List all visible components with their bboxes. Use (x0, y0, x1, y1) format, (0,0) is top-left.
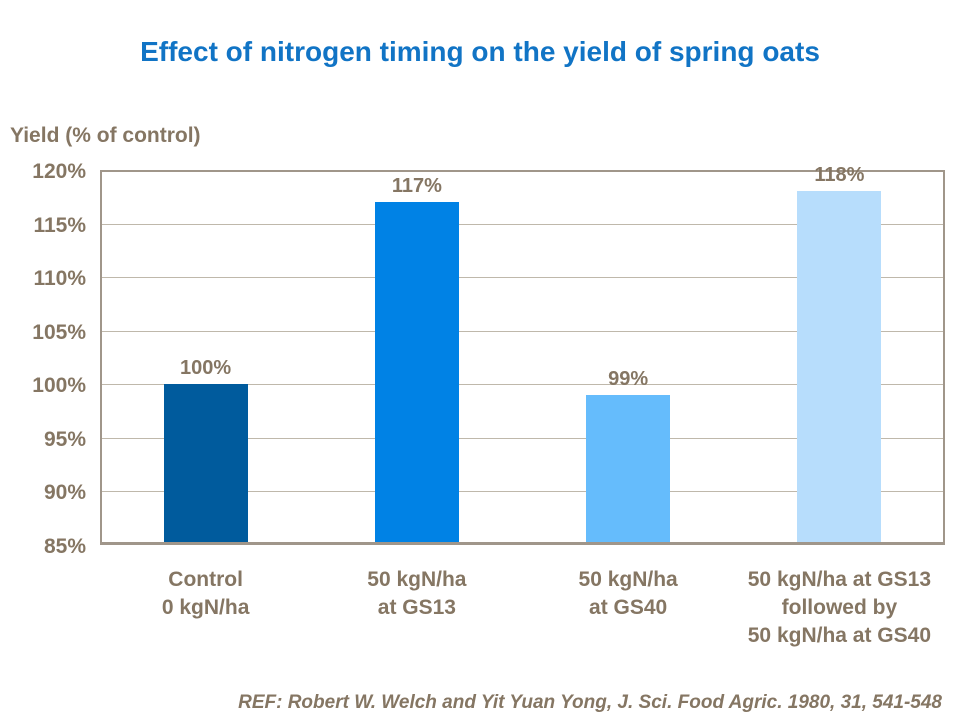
gridline (102, 223, 943, 225)
x-category-label: Control 0 kgN/ha (161, 568, 250, 619)
gridline (102, 491, 943, 493)
gridline (102, 330, 943, 332)
bar (586, 395, 671, 542)
reference-citation: REF: Robert W. Welch and Yit Yuan Yong, … (238, 692, 942, 713)
bar-value-label: 117% (391, 175, 442, 198)
gridline (102, 384, 943, 386)
bar (374, 202, 459, 542)
y-tick-label: 90% (43, 481, 86, 505)
bar-value-label: 99% (608, 368, 649, 390)
y-tick-label: 95% (43, 427, 86, 451)
y-axis-title: Yield (% of control) (10, 124, 201, 147)
gridline (102, 437, 943, 439)
x-category-label: 50 kgN/ha at GS13 (367, 568, 467, 619)
y-tick-label: 105% (32, 320, 86, 344)
chart-title: Effect of nitrogen timing on the yield o… (140, 36, 820, 67)
gridline (102, 277, 943, 279)
bar-value-label: 100% (180, 357, 232, 380)
bar-value-label: 118% (814, 164, 865, 187)
y-tick-label: 110% (33, 267, 86, 291)
y-tick-label: 120% (32, 160, 86, 183)
bar (797, 191, 882, 542)
bar (163, 384, 248, 542)
y-tick-label: 100% (32, 374, 86, 398)
x-category-label: 50 kgN/ha at GS13 followed by 50 kgN/ha … (747, 568, 931, 647)
y-tick-label: 85% (43, 535, 86, 558)
plot-area (100, 170, 945, 545)
x-category-label: 50 kgN/ha at GS40 (578, 568, 678, 619)
y-tick-label: 115% (33, 213, 86, 237)
